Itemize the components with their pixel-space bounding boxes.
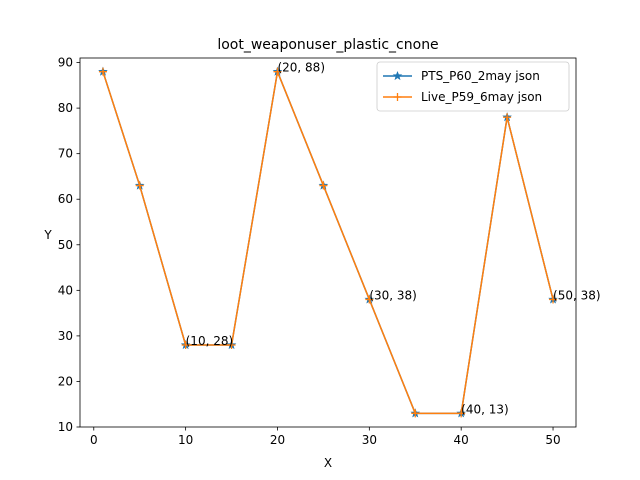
y-tick-label: 90 xyxy=(58,56,73,70)
legend-label: PTS_P60_2may json xyxy=(421,69,540,83)
data-point xyxy=(319,181,328,190)
data-point xyxy=(411,409,420,418)
legend-frame xyxy=(376,61,570,112)
data-point xyxy=(227,341,236,349)
y-tick-label: 10 xyxy=(58,420,73,434)
data-point xyxy=(457,409,466,418)
point-annotation: (50, 38) xyxy=(553,288,601,302)
x-tick-label: 30 xyxy=(362,433,377,447)
data-point xyxy=(98,67,107,76)
x-tick-label: 0 xyxy=(90,433,98,447)
legend: PTS_P60_2may json Live_P59_6may json xyxy=(376,61,570,112)
x-tick-label: 20 xyxy=(270,433,285,447)
data-point xyxy=(135,181,144,190)
point-annotation: (40, 13) xyxy=(461,402,509,416)
legend-marker xyxy=(393,93,402,101)
data-point xyxy=(549,295,558,304)
y-tick-label: 40 xyxy=(58,283,73,297)
y-tick-label: 60 xyxy=(58,192,73,206)
point-annotation: (30, 38) xyxy=(369,288,417,302)
data-point xyxy=(503,113,512,122)
y-axis-title: Y xyxy=(43,228,52,242)
y-tick-label: 50 xyxy=(58,238,73,252)
series-line xyxy=(102,70,554,415)
y-tick-label: 30 xyxy=(58,329,73,343)
series-2 xyxy=(98,67,558,418)
data-point xyxy=(181,341,190,349)
x-tick-label: 10 xyxy=(178,433,193,447)
axes-frame xyxy=(79,57,577,428)
chart-title: loot_weaponuser_plastic_cnone xyxy=(217,37,438,53)
point-annotation: (20, 88) xyxy=(277,61,325,75)
plot-area: 0 10 20 30 40 50 10 20 30 40 50 60 70 80 90 (10, 28) (20… xyxy=(58,56,601,447)
y-tick-label: 80 xyxy=(58,101,73,115)
y-tick-label: 70 xyxy=(58,147,73,161)
x-tick-label: 50 xyxy=(545,433,560,447)
x-axis-title: X xyxy=(324,456,332,470)
series-line xyxy=(102,70,554,415)
x-tick-label: 40 xyxy=(454,433,469,447)
y-tick-label: 20 xyxy=(58,374,73,388)
point-annotation: (10, 28) xyxy=(186,334,234,348)
data-point xyxy=(365,295,374,304)
legend-marker xyxy=(392,70,403,81)
legend-label: Live_P59_6may json xyxy=(421,90,542,104)
data-point xyxy=(273,67,282,76)
